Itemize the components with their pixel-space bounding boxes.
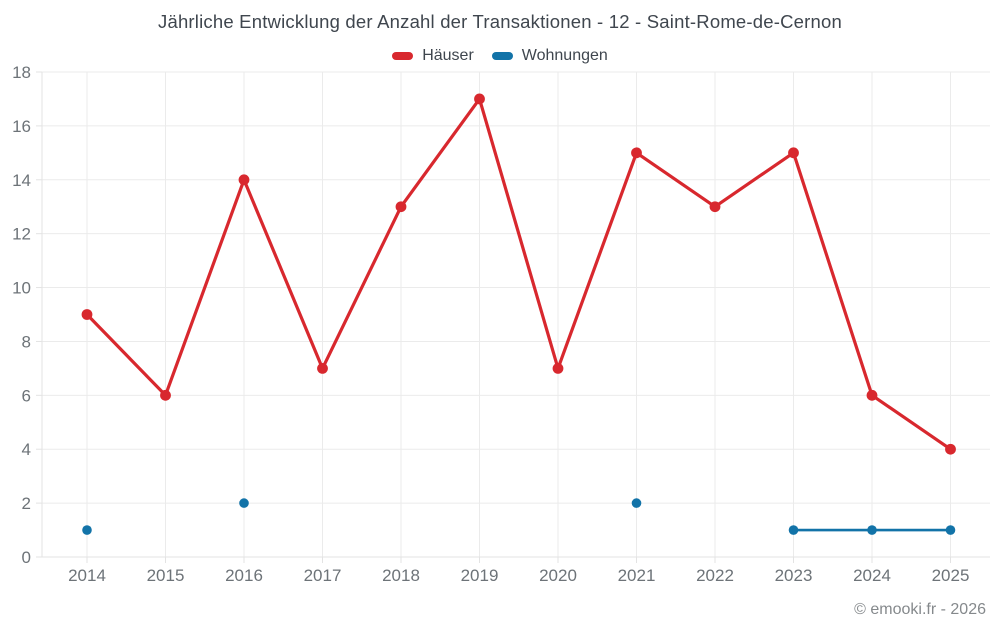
data-point[interactable] bbox=[239, 498, 249, 508]
data-point[interactable] bbox=[160, 389, 171, 401]
x-axis-tick-label: 2014 bbox=[68, 566, 106, 585]
data-point[interactable] bbox=[788, 147, 799, 159]
y-axis-tick-label: 10 bbox=[12, 279, 31, 298]
data-point[interactable] bbox=[238, 174, 250, 186]
data-point[interactable] bbox=[395, 201, 407, 213]
series-layer bbox=[81, 93, 956, 535]
data-point[interactable] bbox=[788, 525, 799, 535]
y-axis-tick-label: 0 bbox=[22, 548, 31, 567]
x-axis-tick-label: 2023 bbox=[775, 566, 813, 585]
data-point[interactable] bbox=[945, 443, 956, 455]
y-axis-tick-label: 4 bbox=[22, 440, 31, 459]
axes-layer bbox=[36, 71, 990, 563]
x-axis-tick-label: 2016 bbox=[225, 566, 263, 585]
x-axis-tick-label: 2020 bbox=[539, 566, 577, 585]
chart-title: Jährliche Entwicklung der Anzahl der Tra… bbox=[158, 11, 842, 32]
x-axis-tick-label: 2015 bbox=[147, 566, 185, 585]
data-point[interactable] bbox=[631, 147, 642, 159]
y-axis-tick-label: 16 bbox=[12, 117, 31, 136]
grid-layer bbox=[42, 71, 990, 557]
y-axis-tick-label: 12 bbox=[12, 225, 31, 244]
x-axis-tick-label: 2024 bbox=[853, 566, 891, 585]
data-point[interactable] bbox=[866, 389, 878, 401]
x-axis-tick-label: 2017 bbox=[304, 566, 342, 585]
legend-label: Häuser bbox=[422, 47, 474, 64]
x-axis-tick-label: 2021 bbox=[618, 566, 656, 585]
y-axis-tick-label: 14 bbox=[12, 171, 31, 190]
y-axis-tick-label: 8 bbox=[22, 332, 31, 351]
data-point[interactable] bbox=[474, 93, 485, 105]
series-wohnungen bbox=[82, 498, 956, 535]
x-axis-tick-label: 2019 bbox=[461, 566, 499, 585]
series-line bbox=[85, 97, 953, 451]
copyright-footer: © emooki.fr - 2026 bbox=[854, 601, 986, 618]
data-point[interactable] bbox=[317, 362, 328, 374]
legend-item-haeuser[interactable]: Häuser bbox=[392, 47, 474, 65]
legend-label: Wohnungen bbox=[521, 47, 608, 64]
legend: Häuser Wohnungen bbox=[0, 47, 1000, 65]
data-point[interactable] bbox=[945, 525, 956, 535]
x-axis-tick-label: 2022 bbox=[696, 566, 734, 585]
x-axis-tick-label: 2018 bbox=[382, 566, 420, 585]
data-point[interactable] bbox=[631, 498, 642, 508]
y-axis-tick-label: 2 bbox=[22, 494, 31, 513]
axis-labels-layer: 0 2 4 6 8 10 12 14 16 18 2014 2015 2016 2017 2018 2019 2… bbox=[12, 63, 969, 585]
data-point[interactable] bbox=[867, 525, 877, 535]
data-point[interactable] bbox=[709, 201, 721, 213]
x-axis-tick-label: 2025 bbox=[932, 566, 970, 585]
legend-swatch-icon bbox=[392, 52, 414, 60]
legend-item-wohnungen[interactable]: Wohnungen bbox=[491, 47, 608, 65]
legend-swatch-icon bbox=[491, 52, 513, 60]
data-point[interactable] bbox=[81, 309, 93, 320]
data-point[interactable] bbox=[82, 525, 92, 535]
data-point[interactable] bbox=[552, 362, 564, 374]
series-häuser bbox=[81, 93, 956, 455]
y-axis-tick-label: 18 bbox=[12, 63, 31, 82]
y-axis-tick-label: 6 bbox=[22, 386, 31, 405]
